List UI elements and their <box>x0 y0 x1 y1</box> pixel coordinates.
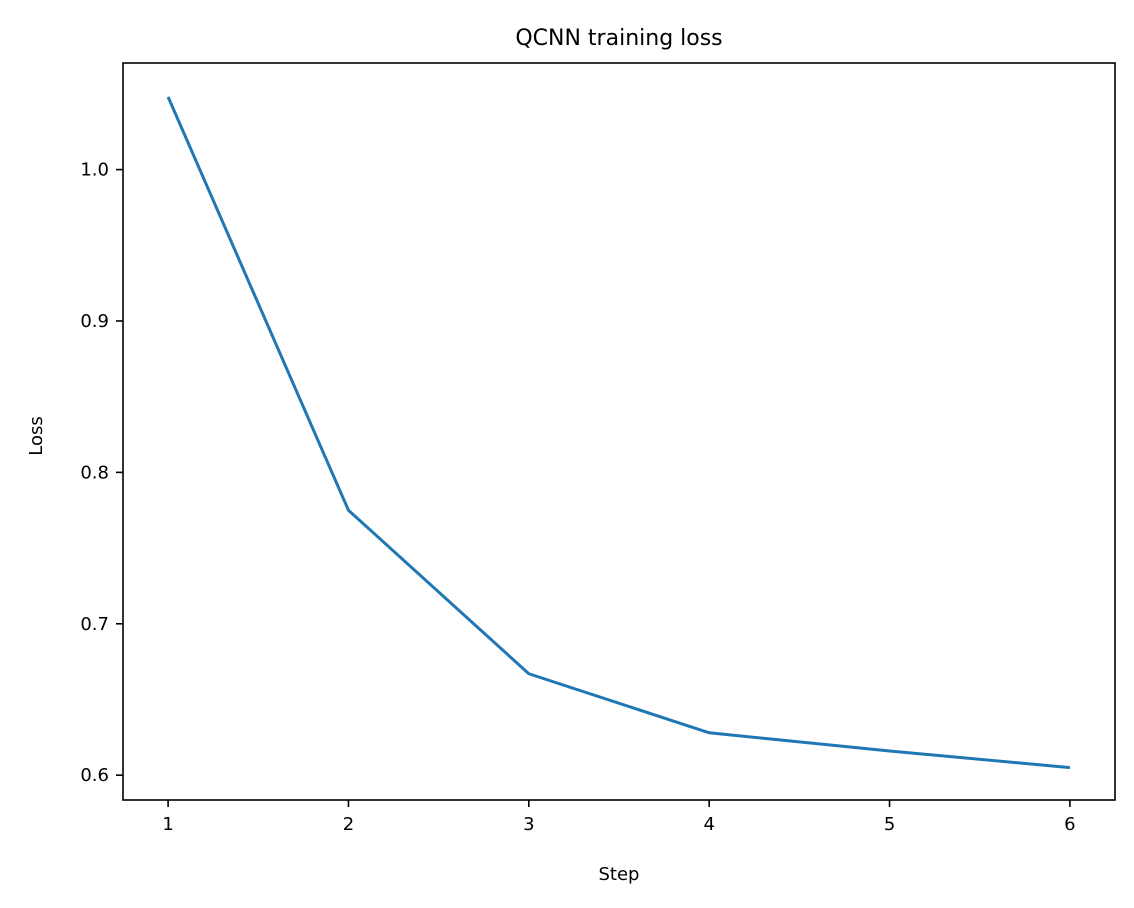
plot-area <box>122 62 1116 801</box>
x-tick-label: 2 <box>343 814 354 835</box>
y-axis-label: Loss <box>26 416 47 455</box>
x-axis-label: Step <box>599 864 640 885</box>
y-axis: 0.6 0.7 0.8 0.9 1.0 <box>80 160 123 786</box>
x-tick-label: 5 <box>884 814 895 835</box>
y-tick-label: 0.7 <box>80 614 109 635</box>
y-tick-label: 1.0 <box>80 160 109 181</box>
series-line <box>166 96 1071 770</box>
x-tick-label: 1 <box>162 814 173 835</box>
chart-title: QCNN training loss <box>515 26 722 51</box>
y-tick-label: 0.8 <box>80 462 109 483</box>
x-axis: 1 2 3 4 5 6 <box>162 800 1076 835</box>
y-tick-label: 0.9 <box>80 311 109 332</box>
series-group <box>166 96 1071 770</box>
x-tick-label: 3 <box>523 814 534 835</box>
y-tick-label: 0.6 <box>80 765 109 786</box>
x-tick-label: 6 <box>1064 814 1075 835</box>
x-tick-label: 4 <box>703 814 714 835</box>
